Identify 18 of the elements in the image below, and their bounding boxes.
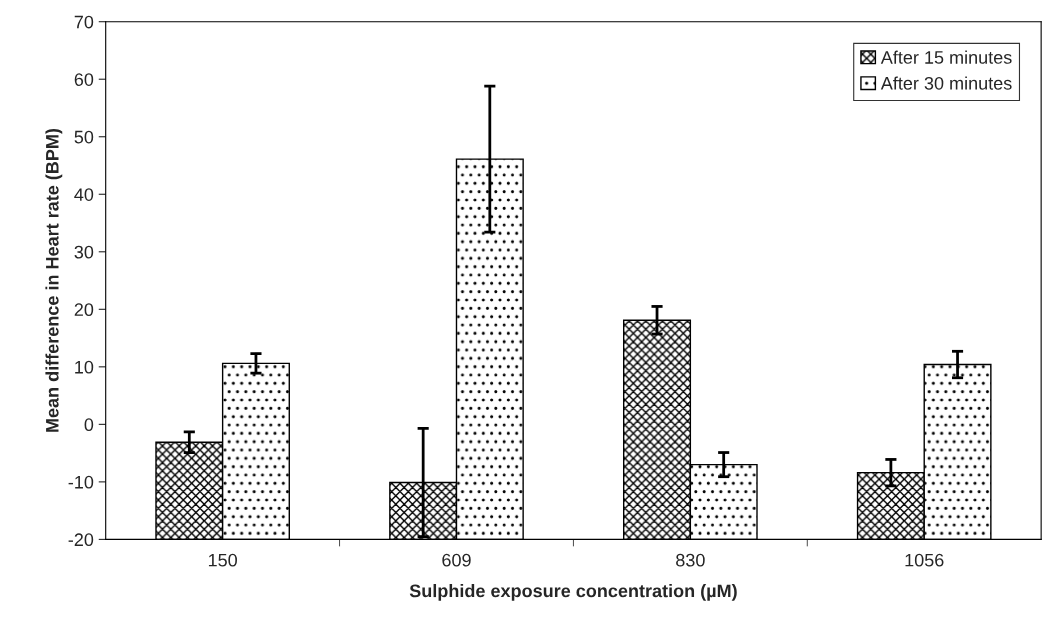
y-tick-label: 70 — [74, 15, 94, 29]
x-tick-label: 609 — [442, 553, 471, 567]
y-tick-label: 20 — [74, 303, 94, 317]
y-tick-label: -10 — [68, 475, 94, 489]
y-tick-label: 0 — [84, 418, 94, 432]
y-tick-label: 50 — [74, 130, 94, 144]
y-tick-label: 40 — [74, 188, 94, 201]
y-axis-title: Mean difference in Heart rate (BPM) — [45, 128, 63, 432]
legend-label: After 30 minutes — [880, 76, 1012, 90]
x-tick-label: 150 — [208, 553, 237, 567]
y-tick-label: 30 — [74, 245, 94, 259]
y-tick-label: -20 — [68, 533, 94, 547]
legend-label: After 15 minutes — [880, 50, 1012, 64]
x-tick-label: 830 — [676, 553, 705, 567]
y-tick-label: 10 — [75, 360, 94, 374]
y-tick-label: 60 — [74, 73, 94, 86]
x-axis-title: Sulphide exposure concentration (µM) — [409, 584, 737, 601]
x-tick-label: 1056 — [905, 553, 944, 567]
